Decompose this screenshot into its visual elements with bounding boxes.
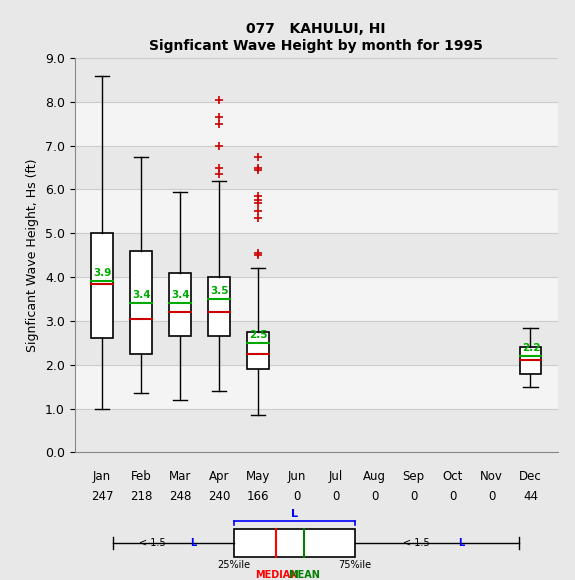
Bar <box>208 277 229 336</box>
Bar <box>75 408 558 452</box>
Bar <box>91 233 113 339</box>
Text: 218: 218 <box>130 490 152 503</box>
Text: Oct: Oct <box>442 470 463 483</box>
Text: 0: 0 <box>488 490 495 503</box>
Y-axis label: Signficant Wave Height, Hs (ft): Signficant Wave Height, Hs (ft) <box>26 158 40 352</box>
Text: 248: 248 <box>168 490 191 503</box>
Text: < 1.5: < 1.5 <box>139 538 169 548</box>
Text: Aug: Aug <box>363 470 386 483</box>
Bar <box>247 332 269 369</box>
Bar <box>75 321 558 365</box>
Bar <box>75 190 558 233</box>
Text: 0: 0 <box>332 490 339 503</box>
Text: 0: 0 <box>371 490 378 503</box>
Text: 44: 44 <box>523 490 538 503</box>
Text: Jan: Jan <box>93 470 111 483</box>
Text: MEAN: MEAN <box>288 570 320 580</box>
Text: MEDIAN: MEDIAN <box>255 570 298 580</box>
Text: Nov: Nov <box>480 470 503 483</box>
Text: Apr: Apr <box>209 470 229 483</box>
Text: L: L <box>190 538 196 548</box>
Text: L: L <box>458 538 464 548</box>
Title: 077   KAHULUI, HI
Signficant Wave Height by month for 1995: 077 KAHULUI, HI Signficant Wave Height b… <box>150 23 483 53</box>
Text: L: L <box>291 509 298 519</box>
Bar <box>75 365 558 408</box>
Bar <box>75 233 558 277</box>
Text: Sep: Sep <box>402 470 425 483</box>
Text: May: May <box>246 470 270 483</box>
Text: 2.2: 2.2 <box>522 343 540 353</box>
Text: 3.4: 3.4 <box>133 291 151 300</box>
Text: 0: 0 <box>293 490 301 503</box>
Bar <box>75 102 558 146</box>
Text: Jul: Jul <box>328 470 343 483</box>
Text: < 1.5: < 1.5 <box>403 538 432 548</box>
Text: 2.5: 2.5 <box>250 330 268 340</box>
Bar <box>131 251 152 354</box>
Text: 25%ile: 25%ile <box>217 560 251 570</box>
Bar <box>75 277 558 321</box>
Text: 0: 0 <box>410 490 417 503</box>
Text: Jun: Jun <box>288 470 306 483</box>
Bar <box>520 347 541 374</box>
Text: Mar: Mar <box>168 470 191 483</box>
Text: 75%ile: 75%ile <box>338 560 371 570</box>
Text: 247: 247 <box>91 490 113 503</box>
Text: 166: 166 <box>247 490 269 503</box>
Text: 3.4: 3.4 <box>171 291 190 300</box>
Text: 3.9: 3.9 <box>94 269 112 278</box>
Text: Feb: Feb <box>131 470 151 483</box>
Text: 240: 240 <box>208 490 230 503</box>
Bar <box>169 273 191 336</box>
Text: 3.5: 3.5 <box>210 286 229 296</box>
Bar <box>75 58 558 102</box>
Bar <box>234 529 355 557</box>
Text: Dec: Dec <box>519 470 542 483</box>
Bar <box>75 146 558 190</box>
Text: 0: 0 <box>449 490 457 503</box>
